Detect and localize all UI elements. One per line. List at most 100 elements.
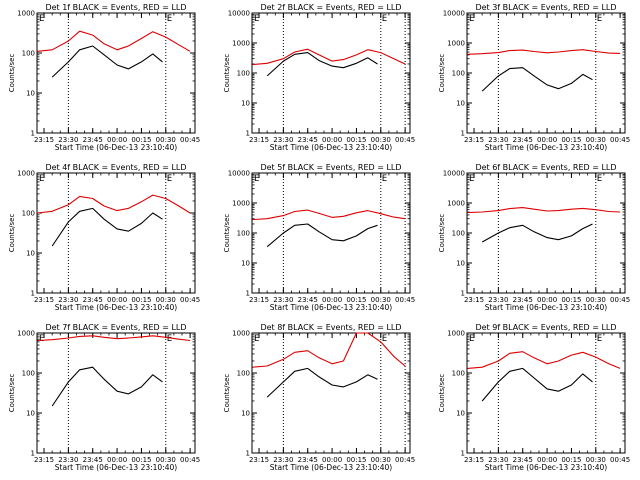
x-tick-label: 23:30: [58, 456, 78, 464]
x-axis-label: Start Time (06-Dec-13 23:10:40): [485, 143, 607, 152]
x-axis-label: Start Time (06-Dec-13 23:10:40): [270, 143, 392, 152]
chart-title: Det 2f BLACK = Events, RED = LLD: [260, 3, 401, 12]
x-tick-label: 00:00: [107, 456, 127, 464]
corner-label-left: E: [39, 174, 44, 184]
corner-label-right: E: [597, 174, 602, 184]
y-tick-label: 10: [241, 410, 250, 418]
plot-frame: [251, 12, 411, 134]
x-tick-label: 00:30: [156, 456, 176, 464]
x-tick-label: 00:00: [537, 296, 557, 304]
corner-label-right: E: [382, 14, 387, 24]
y-tick-label: 1: [246, 450, 250, 458]
x-tick-label: 00:00: [107, 136, 127, 144]
panel-det-7: Det 7f BLACK = Events, RED = LLD 1 10 100 10…: [8, 323, 200, 472]
panel-det-2: Det 2f BLACK = Events, RED = LLD 1 10 100 10…: [223, 3, 415, 152]
plot-frame: [466, 332, 626, 454]
x-tick-label: 00:00: [322, 136, 342, 144]
x-tick-label: 23:15: [34, 456, 54, 464]
y-tick-label: 10: [26, 250, 35, 258]
series-events-line: [51, 366, 163, 407]
y-tick-label: 100: [22, 370, 35, 378]
y-axis-label: Counts/sec: [223, 374, 231, 413]
x-tick-label: 23:30: [273, 136, 293, 144]
x-axis-label: Start Time (06-Dec-13 23:10:40): [270, 303, 392, 312]
y-tick-label: 100: [452, 70, 465, 78]
corner-label-right: E: [167, 334, 172, 344]
corner-label-right: E: [597, 14, 602, 24]
y-tick-label: 1000: [17, 10, 35, 18]
y-tick-label: 10: [241, 260, 250, 268]
y-tick-label: 10: [26, 90, 35, 98]
x-tick-label: 23:45: [83, 296, 103, 304]
chart-title: Det 7f BLACK = Events, RED = LLD: [45, 323, 186, 332]
y-tick-label: 1000: [232, 40, 250, 48]
panel-det-6: Det 6f BLACK = Events, RED = LLD 1 10 100 10…: [438, 163, 630, 312]
y-axis-label: Counts/sec: [438, 214, 446, 253]
x-tick-label: 00:15: [346, 296, 366, 304]
x-tick-label: 00:45: [610, 296, 630, 304]
y-tick-label: 1: [31, 130, 35, 138]
series-lld-line: [252, 332, 406, 368]
series-lld-line: [467, 351, 621, 369]
series-events-line: [51, 207, 163, 247]
x-tick-label: 23:30: [488, 456, 508, 464]
y-tick-label: 1: [246, 130, 250, 138]
series-events-line: [481, 367, 593, 402]
series-lld-line: [467, 207, 621, 214]
y-axis-label: Counts/sec: [8, 374, 16, 413]
x-tick-label: 23:30: [58, 136, 78, 144]
x-axis-label: Start Time (06-Dec-13 23:10:40): [55, 303, 177, 312]
corner-label-left: E: [39, 14, 44, 24]
x-tick-label: 23:15: [34, 296, 54, 304]
x-tick-label: 00:00: [537, 136, 557, 144]
y-tick-label: 1: [461, 450, 465, 458]
chart-title: Det 9f BLACK = Events, RED = LLD: [475, 323, 616, 332]
series-events-line: [51, 45, 163, 78]
plot-frame: [36, 12, 196, 134]
x-tick-label: 23:30: [58, 296, 78, 304]
y-tick-label: 100: [22, 50, 35, 58]
y-axis-label: Counts/sec: [438, 374, 446, 413]
corner-label-right: E: [382, 174, 387, 184]
series-lld-line: [467, 49, 621, 55]
y-tick-label: 10: [456, 100, 465, 108]
y-tick-label: 1: [246, 290, 250, 298]
y-tick-label: 1000: [232, 330, 250, 338]
corner-label-left: E: [469, 14, 474, 24]
y-tick-label: 1000: [447, 200, 465, 208]
x-tick-label: 00:45: [610, 136, 630, 144]
y-axis-label: Counts/sec: [8, 214, 16, 253]
y-axis-label: Counts/sec: [438, 54, 446, 93]
y-tick-label: 1: [461, 130, 465, 138]
x-tick-label: 00:15: [561, 136, 581, 144]
series-events-line: [481, 67, 593, 92]
plot-frame: [36, 172, 196, 294]
x-axis-label: Start Time (06-Dec-13 23:10:40): [485, 463, 607, 472]
y-tick-label: 10: [26, 410, 35, 418]
corner-label-left: E: [469, 334, 474, 344]
x-tick-label: 23:15: [249, 136, 269, 144]
corner-label-right: E: [597, 334, 602, 344]
chart-title: Det 3f BLACK = Events, RED = LLD: [475, 3, 616, 12]
x-tick-label: 00:45: [395, 136, 415, 144]
x-tick-label: 00:45: [395, 296, 415, 304]
corner-label-right: E: [382, 334, 387, 344]
x-tick-label: 23:45: [83, 456, 103, 464]
corner-label-left: E: [39, 334, 44, 344]
x-tick-label: 23:15: [249, 456, 269, 464]
series-lld-line: [37, 194, 191, 214]
plot-frame: [36, 332, 196, 454]
y-tick-label: 10: [241, 100, 250, 108]
x-tick-label: 00:45: [180, 456, 200, 464]
x-tick-label: 00:30: [586, 136, 606, 144]
corner-label-right: E: [167, 174, 172, 184]
y-tick-label: 10000: [443, 170, 465, 178]
x-tick-label: 00:30: [371, 456, 391, 464]
x-tick-label: 23:45: [83, 136, 103, 144]
corner-label-left: E: [469, 174, 474, 184]
y-tick-label: 100: [237, 370, 250, 378]
x-tick-label: 23:45: [513, 136, 533, 144]
y-axis-label: Counts/sec: [223, 214, 231, 253]
series-events-line: [266, 52, 378, 77]
